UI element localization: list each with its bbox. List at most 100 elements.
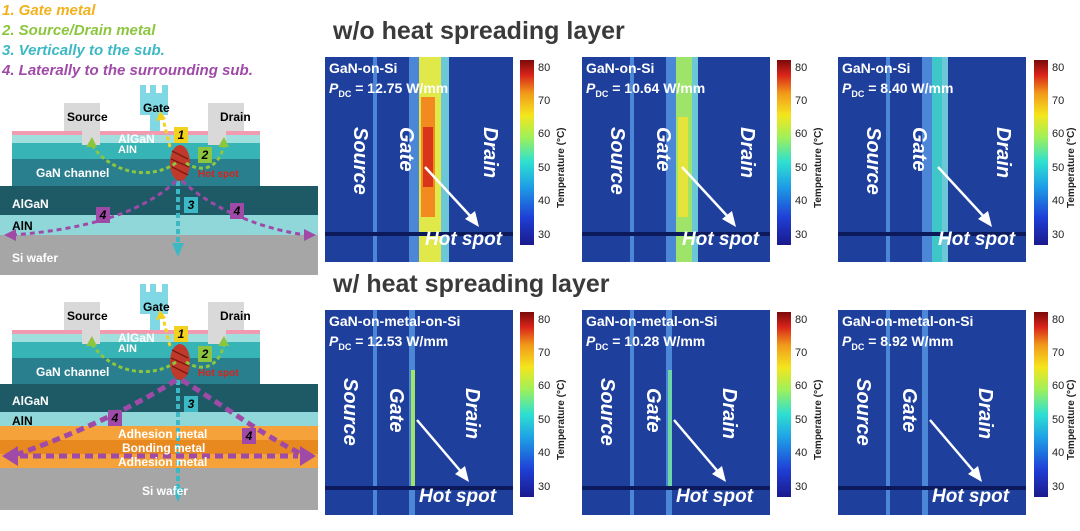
colorbar-tick: 70 (1052, 347, 1065, 359)
drain-region-label: Drain (479, 127, 501, 179)
colorbar-tick: 30 (1052, 481, 1065, 493)
thermal-map-image (325, 57, 513, 262)
path-number-3: 3 (184, 197, 198, 213)
colorbar-tick: 80 (538, 62, 551, 74)
path-number-4-right: 4 (230, 203, 244, 219)
adhesion-metal-bottom-label: Adhesion metal (118, 455, 208, 469)
hotspot-label: Hot spot (932, 486, 1010, 507)
colorbar-title: Temperature (°C) (556, 379, 567, 461)
colorbar-tick: 80 (795, 62, 808, 74)
path-number-1: 1 (174, 127, 188, 143)
hotspot-label: Hot spot (682, 229, 760, 250)
colorbar (520, 60, 534, 245)
colorbar-tick: 80 (1052, 314, 1065, 326)
colorbar-tick: 60 (1052, 380, 1065, 392)
panel-title: GaN-on-Si (842, 60, 911, 76)
thermal-map-bottom-2: GaN-on-metal-on-Si PDC = 10.28 W/mm Sour… (582, 310, 770, 515)
panel-title: GaN-on-Si (586, 60, 655, 76)
thermal-map-top-3: GaN-on-Si PDC = 8.40 W/mm Source Gate Dr… (838, 57, 1026, 262)
gate-region-label: Gate (395, 127, 417, 172)
drain-region-label: Drain (992, 127, 1014, 179)
legend-item-source-drain-metal: 2. Source/Drain metal (2, 22, 156, 39)
thermal-map-bottom-3: GaN-on-metal-on-Si PDC = 8.92 W/mm Sourc… (838, 310, 1026, 515)
colorbar-tick: 60 (1052, 128, 1065, 140)
source-region-label: Source (852, 378, 874, 446)
substrate-label: Si wafer (12, 251, 59, 265)
colorbar-tick: 50 (538, 162, 551, 174)
thermal-map-image (582, 57, 770, 262)
colorbar-tick: 50 (1052, 414, 1065, 426)
adhesion-metal-top-label: Adhesion metal (118, 427, 208, 441)
algan-buffer-label: AlGaN (12, 197, 49, 211)
colorbar-title: Temperature (°C) (1066, 379, 1077, 461)
colorbar-tick: 70 (538, 95, 551, 107)
colorbar (777, 60, 791, 245)
colorbar-tick: 60 (795, 380, 808, 392)
colorbar-tick: 40 (795, 195, 808, 207)
legend-item-gate-metal: 1. Gate metal (2, 2, 96, 19)
section-title-bottom: w/ heat spreading layer (333, 270, 610, 298)
thermal-map-top-2: GaN-on-Si PDC = 10.64 W/mm Source Gate D… (582, 57, 770, 262)
drain-label: Drain (220, 110, 251, 124)
gan-channel-label: GaN channel (36, 365, 110, 379)
gate-region-label: Gate (898, 388, 920, 433)
colorbar-title: Temperature (°C) (1066, 127, 1077, 209)
path-number-4-left: 4 (108, 410, 122, 426)
colorbar-tick: 40 (538, 447, 551, 459)
drain-label: Drain (220, 309, 251, 323)
substrate-label: Si wafer (142, 484, 189, 498)
aln-layer-label: AlN (12, 219, 33, 233)
device-diagram-top: Source Gate Drain AlGaN AlN GaN channel … (0, 85, 318, 275)
path-number-3: 3 (184, 396, 198, 412)
colorbar-tick: 50 (795, 162, 808, 174)
colorbar-tick: 80 (795, 314, 808, 326)
power-density-label: PDC = 8.40 W/mm (842, 80, 954, 99)
hotspot-label: Hot spot (419, 486, 497, 507)
colorbar-tick: 50 (795, 414, 808, 426)
colorbar (777, 312, 791, 497)
thermal-map-image (325, 310, 513, 515)
colorbar-tick: 70 (795, 95, 808, 107)
algan-buffer-label: AlGaN (12, 394, 49, 408)
hotspot-label: Hot spot (425, 229, 503, 250)
colorbar-tick: 60 (538, 128, 551, 140)
barrier-aln-label: AlN (118, 144, 137, 156)
device-cross-section-bottom (0, 284, 318, 510)
bonding-metal-label: Bonding metal (122, 441, 206, 455)
panel-title: GaN-on-metal-on-Si (842, 313, 974, 329)
colorbar (1034, 312, 1048, 497)
legend-item-lateral: 4. Laterally to the surrounding sub. (2, 62, 253, 79)
source-region-label: Source (862, 127, 884, 195)
drain-region-label: Drain (736, 127, 758, 179)
gate-region-label: Gate (642, 388, 664, 433)
colorbar-title: Temperature (°C) (556, 127, 567, 209)
colorbar-tick: 50 (538, 414, 551, 426)
hotspot-label: Hot spot (198, 169, 239, 180)
path-number-2: 2 (198, 346, 212, 362)
device-cross-section-top (0, 85, 318, 275)
power-density-label: PDC = 12.53 W/mm (329, 333, 449, 352)
source-region-label: Source (339, 378, 361, 446)
path-number-1: 1 (174, 326, 188, 342)
panel-title: GaN-on-Si (329, 60, 398, 76)
source-region-label: Source (596, 378, 618, 446)
legend-item-vertical: 3. Vertically to the sub. (2, 42, 165, 59)
colorbar-tick: 70 (795, 347, 808, 359)
colorbar (520, 312, 534, 497)
panel-title: GaN-on-metal-on-Si (329, 313, 461, 329)
hotspot-label: Hot spot (676, 486, 754, 507)
colorbar-tick: 30 (538, 229, 551, 241)
gate-region-label: Gate (385, 388, 407, 433)
gate-region-label: Gate (652, 127, 674, 172)
power-density-label: PDC = 10.64 W/mm (586, 80, 706, 99)
gate-label: Gate (143, 101, 170, 115)
hotspot-label: Hot spot (198, 368, 239, 379)
drain-region-label: Drain (461, 388, 483, 440)
gate-region-label: Gate (908, 127, 930, 172)
colorbar-tick: 30 (1052, 229, 1065, 241)
power-density-label: PDC = 8.92 W/mm (842, 333, 954, 352)
colorbar-tick: 40 (538, 195, 551, 207)
source-label: Source (67, 110, 108, 124)
section-title-top: w/o heat spreading layer (333, 17, 625, 45)
drain-region-label: Drain (974, 388, 996, 440)
